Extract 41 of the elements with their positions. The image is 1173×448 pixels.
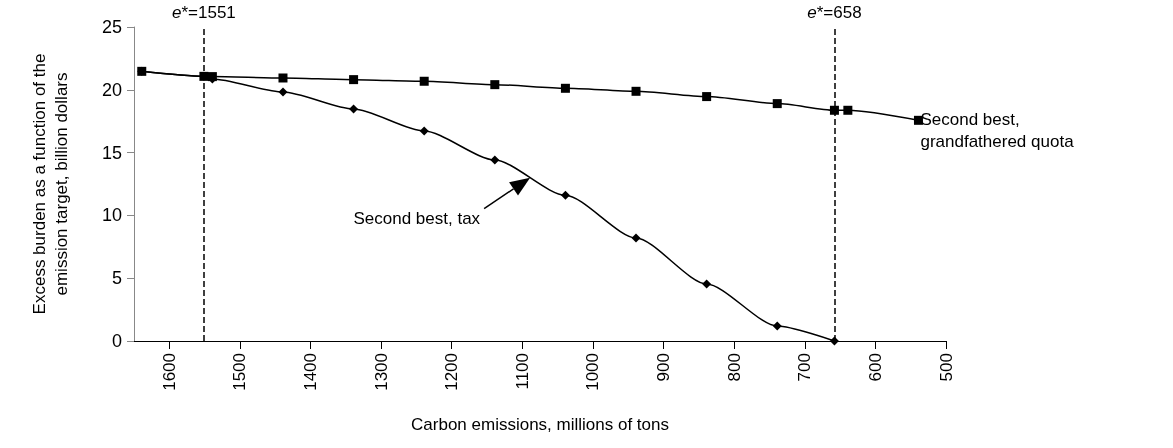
point xyxy=(631,233,641,243)
point xyxy=(702,92,712,102)
x-tick-label: 1100 xyxy=(512,353,532,390)
point xyxy=(772,321,782,331)
point xyxy=(349,75,359,85)
y-tick-label: 15 xyxy=(101,142,122,163)
y-tick-label: 5 xyxy=(111,268,122,289)
y-tick-label: 10 xyxy=(101,205,122,226)
x-tick-label: 1300 xyxy=(371,353,391,391)
point xyxy=(631,86,641,96)
x-tick-label: 1600 xyxy=(159,353,179,391)
x-tick-label: 1200 xyxy=(442,353,462,391)
x-tick-label: 1000 xyxy=(583,353,603,391)
point xyxy=(843,105,853,115)
point xyxy=(560,83,570,93)
point xyxy=(772,99,782,109)
ref-line-label: e*=1551 xyxy=(171,3,236,22)
y-tick-label: 0 xyxy=(111,331,122,351)
x-tick-label: 800 xyxy=(724,353,744,382)
x-tick-label: 500 xyxy=(936,353,956,382)
point xyxy=(419,76,429,86)
ref-line-label: e*=658 xyxy=(807,3,862,22)
point xyxy=(278,73,288,83)
text: Second best, tax xyxy=(353,209,481,229)
x-tick-label: 900 xyxy=(654,353,674,382)
point xyxy=(702,279,712,289)
point xyxy=(490,155,500,165)
point xyxy=(349,104,359,114)
x-tick-label: 1400 xyxy=(301,353,321,391)
point xyxy=(419,126,429,136)
point xyxy=(278,87,288,97)
series-label: Second best, grandfathered quota xyxy=(920,109,1075,151)
y-tick-label: 20 xyxy=(101,79,122,100)
x-axis-title: Carbon emissions, millions of tons xyxy=(411,415,669,434)
x-tick-label: 600 xyxy=(865,353,885,382)
point xyxy=(490,80,500,90)
y-axis-title: Excess burden as a function of the emission target, billion dollars xyxy=(29,53,71,315)
x-tick-label: 700 xyxy=(795,353,815,382)
y-tick-label: 25 xyxy=(101,17,122,37)
x-tick-label: 1500 xyxy=(230,353,250,391)
point xyxy=(560,190,570,200)
